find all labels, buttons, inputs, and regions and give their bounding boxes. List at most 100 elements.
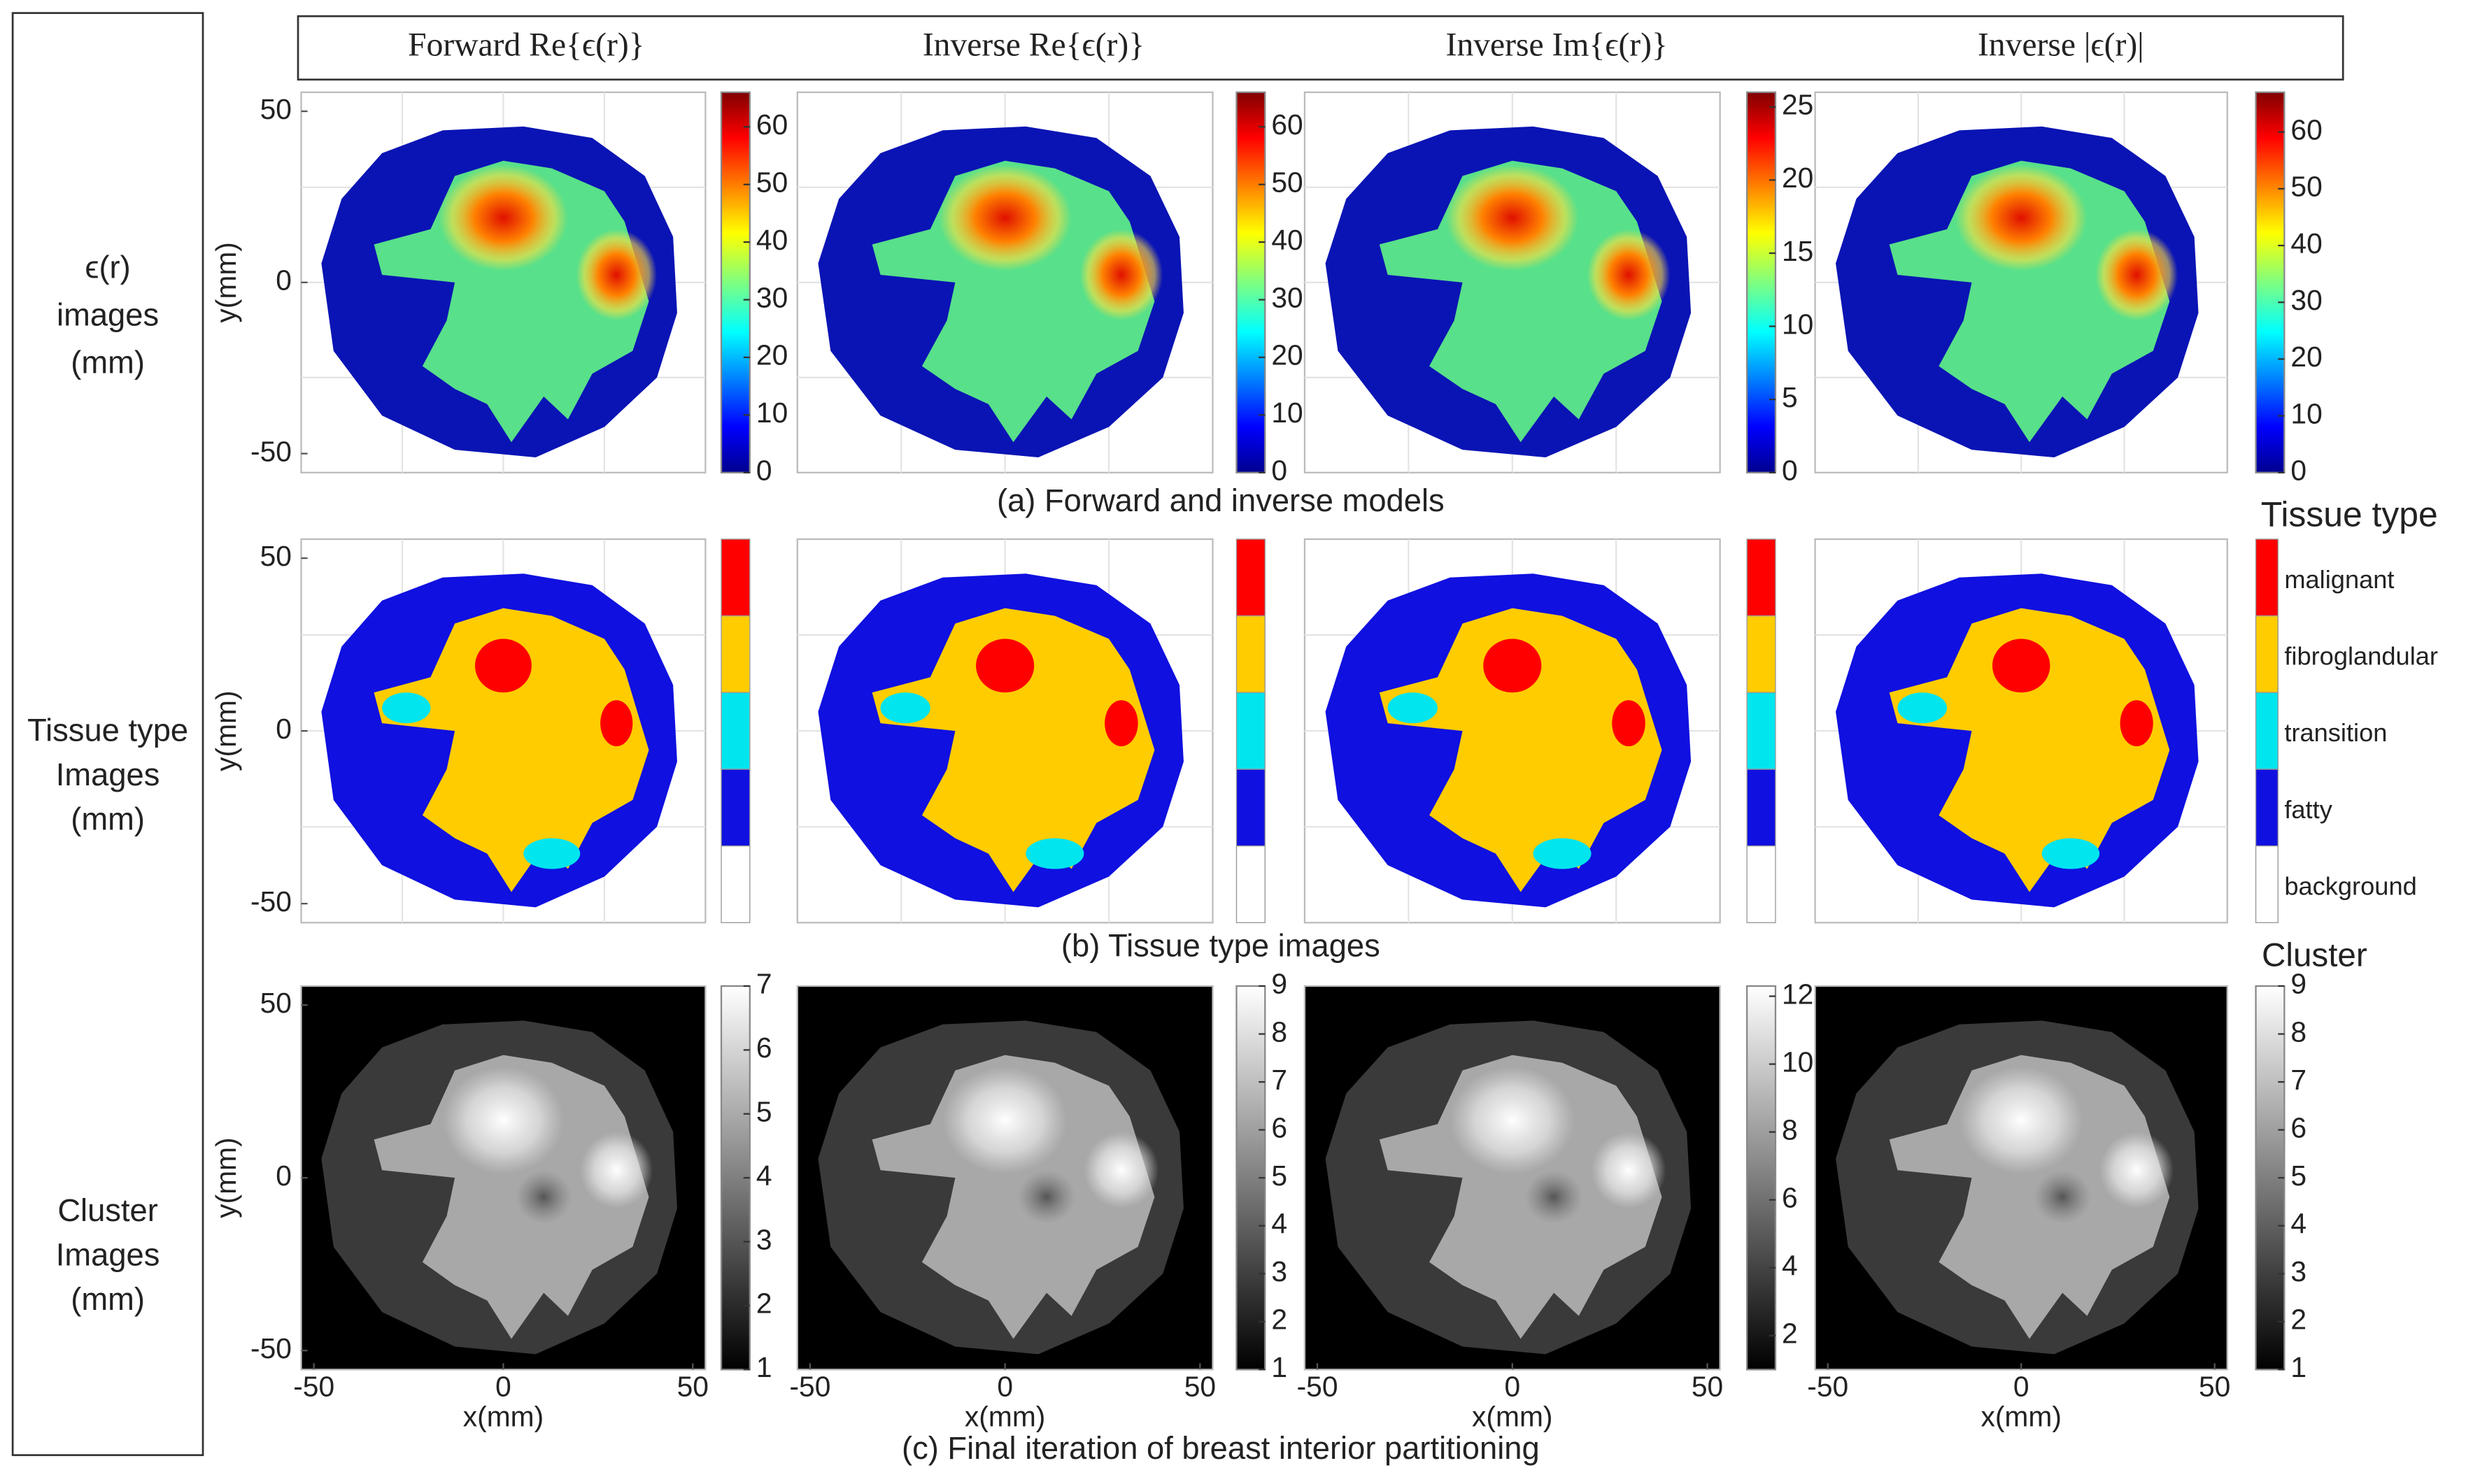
bright-spot bbox=[1084, 1132, 1159, 1209]
colorbar bbox=[1235, 91, 1266, 473]
hot-spot bbox=[938, 164, 1072, 271]
breast-interior bbox=[872, 608, 1155, 892]
x-axis-label: x(mm) bbox=[463, 1400, 544, 1432]
header-box bbox=[297, 15, 2344, 81]
x-tick-label: -50 bbox=[293, 1370, 334, 1402]
colorbar-tick-label: 3 bbox=[2290, 1255, 2307, 1287]
legend-swatch bbox=[2255, 692, 2279, 770]
breast-interior bbox=[1379, 1055, 1662, 1339]
colorbar-tick-label: 7 bbox=[2290, 1064, 2307, 1096]
legend-label: fibroglandular bbox=[2284, 642, 2438, 671]
colorbar-tick-label: 4 bbox=[1782, 1250, 1798, 1282]
x-axis-label: x(mm) bbox=[1980, 1400, 2061, 1432]
colorbar-tick-label: 5 bbox=[1782, 381, 1798, 413]
legend-swatch bbox=[721, 845, 751, 924]
row-label: (mm) bbox=[71, 1281, 145, 1317]
x-axis-label: x(mm) bbox=[1472, 1400, 1552, 1432]
legend-swatch bbox=[1746, 845, 1776, 924]
transition-region bbox=[880, 692, 930, 724]
malignant-region bbox=[2120, 700, 2153, 747]
colorbar-tick-label: 9 bbox=[1271, 968, 1287, 1000]
colorbar-tick-label: 40 bbox=[2290, 227, 2322, 259]
column-header: Inverse Re{ϵ(r)} bbox=[923, 27, 1145, 63]
colorbar-tick-label: 6 bbox=[2290, 1111, 2307, 1143]
colorbar-tick-label: 20 bbox=[1271, 339, 1303, 371]
colorbar-tick-label: 7 bbox=[756, 968, 772, 1000]
breast-interior bbox=[1889, 608, 2170, 892]
row-label: Tissue type bbox=[27, 712, 188, 748]
legend-swatch bbox=[1235, 769, 1266, 847]
bright-spot bbox=[1959, 1066, 2083, 1174]
y-tick-label: -50 bbox=[250, 435, 292, 467]
hot-spot bbox=[439, 164, 568, 271]
colorbar-tick-label: 1 bbox=[2290, 1351, 2307, 1383]
caption: (b) Tissue type images bbox=[1061, 928, 1380, 964]
colorbar-tick-label: 3 bbox=[756, 1223, 772, 1255]
legend-swatch bbox=[1746, 692, 1776, 770]
row-label: images bbox=[57, 297, 159, 333]
colorbar-tick-label: 12 bbox=[1782, 978, 1813, 1010]
legend-title: Tissue type bbox=[2261, 494, 2438, 534]
colorbar-tick-label: 6 bbox=[1782, 1181, 1798, 1213]
colorbar bbox=[2255, 91, 2286, 473]
colorbar-tick-label: 5 bbox=[2290, 1160, 2307, 1192]
colorbar-tick-label: 0 bbox=[2290, 455, 2307, 487]
legend-swatch bbox=[1746, 769, 1776, 847]
y-tick-label: -50 bbox=[250, 1332, 292, 1364]
breast-interior bbox=[1889, 1055, 2170, 1339]
malignant-region bbox=[1105, 700, 1138, 747]
colorbar-tick-label: 40 bbox=[1271, 224, 1303, 256]
colorbar-tick-label: 8 bbox=[1782, 1113, 1798, 1146]
dark-spot bbox=[1017, 1170, 1076, 1224]
malignant-region bbox=[1483, 638, 1542, 693]
malignant-region bbox=[600, 700, 633, 747]
colorbar-tick-label: 4 bbox=[2290, 1207, 2307, 1239]
colorbar-tick-label: 1 bbox=[756, 1351, 772, 1383]
legend-swatch bbox=[2255, 845, 2279, 924]
colorbar-tick-label: 50 bbox=[1271, 166, 1303, 199]
colorbar-tick-label: 8 bbox=[1271, 1015, 1287, 1048]
bright-spot bbox=[1591, 1132, 1666, 1209]
hot-spot bbox=[1955, 164, 2088, 271]
row-label: Cluster bbox=[57, 1192, 158, 1228]
legend-swatch bbox=[2255, 538, 2279, 617]
row-label: ϵ(r) bbox=[85, 250, 130, 285]
colorbar-tick-label: 0 bbox=[1271, 455, 1287, 487]
legend-swatch bbox=[2255, 769, 2279, 847]
row-label: (mm) bbox=[71, 801, 145, 836]
colorbar bbox=[720, 91, 751, 473]
legend-swatch bbox=[1235, 692, 1266, 770]
y-tick-label: 50 bbox=[260, 93, 292, 125]
malignant-region bbox=[475, 638, 532, 693]
transition-region bbox=[2041, 838, 2100, 869]
colorbar-tick-label: 6 bbox=[756, 1032, 772, 1064]
malignant-region bbox=[1612, 700, 1645, 747]
breast-interior bbox=[1379, 608, 1662, 892]
x-tick-label: 0 bbox=[997, 1370, 1013, 1402]
colorbar-tick-label: 2 bbox=[2290, 1304, 2307, 1336]
dark-spot bbox=[1524, 1170, 1583, 1224]
bright-spot bbox=[942, 1066, 1068, 1174]
colorbar-tick-label: 30 bbox=[2290, 284, 2322, 316]
hot-spot bbox=[1587, 229, 1671, 321]
legend-swatch bbox=[721, 538, 751, 617]
colorbar bbox=[1746, 91, 1777, 473]
colorbar-tick-label: 2 bbox=[1782, 1318, 1798, 1350]
colorbar-tick-label: 15 bbox=[1782, 235, 1813, 267]
legend-label: background bbox=[2284, 872, 2416, 901]
x-tick-label: -50 bbox=[789, 1370, 830, 1402]
colorbar-tick-label: 50 bbox=[2290, 171, 2322, 203]
bright-spot bbox=[442, 1066, 565, 1174]
y-axis-label: y(mm) bbox=[210, 690, 242, 771]
colorbar-tick-label: 40 bbox=[756, 224, 788, 256]
legend-swatch bbox=[1235, 845, 1266, 924]
transition-region bbox=[1387, 692, 1438, 724]
y-tick-label: 50 bbox=[260, 540, 292, 572]
colorbar bbox=[1746, 985, 1777, 1371]
colorbar-tick-label: 5 bbox=[1271, 1160, 1287, 1192]
legend-swatch bbox=[721, 769, 751, 847]
hot-spot bbox=[1079, 229, 1163, 321]
colorbar-tick-label: 0 bbox=[756, 455, 772, 487]
column-header: Inverse Im{ϵ(r)} bbox=[1446, 27, 1668, 63]
